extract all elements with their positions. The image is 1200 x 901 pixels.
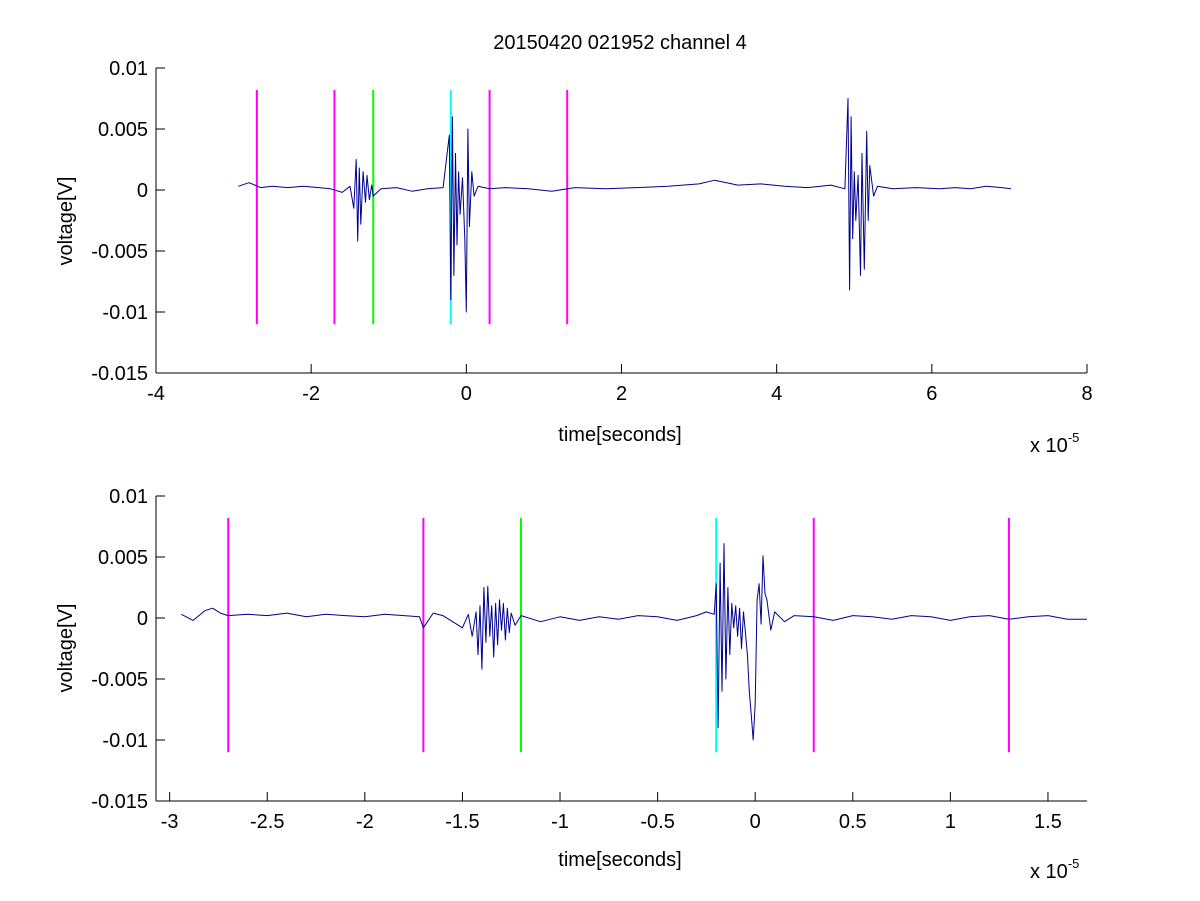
bottom-x-tick-label: -2 (356, 811, 374, 833)
top-y-tick-label: 0.005 (98, 119, 148, 141)
bottom-axis-frame (155, 496, 1087, 802)
top-x-tick-label: 0 (461, 383, 472, 405)
bottom-signal-trace (181, 543, 1087, 741)
top-signal-trace (238, 98, 1012, 313)
top-x-exponent-base: x 10 (1030, 435, 1068, 457)
bottom-x-tick-label: -1 (551, 811, 569, 833)
bottom-x-tick-label: -0.5 (640, 811, 674, 833)
top-x-tick-label: -4 (147, 383, 165, 405)
bottom-x-tick-label: 1.5 (1034, 811, 1062, 833)
bottom-x-exponent-power: -5 (1068, 856, 1080, 871)
top-y-tick-label: -0.01 (102, 302, 148, 324)
top-x-tick-label: 4 (771, 383, 782, 405)
top-x-exponent-power: -5 (1068, 430, 1080, 445)
top-x-tick-label: 2 (616, 383, 627, 405)
top-axis-frame (155, 68, 1087, 374)
top-y-tick-label: 0 (137, 180, 148, 202)
bottom-y-tick-label: -0.015 (91, 791, 148, 813)
bottom-x-tick-label: -2.5 (250, 811, 284, 833)
bottom-x-tick-label: 0.5 (839, 811, 867, 833)
top-y-tick-label: -0.015 (91, 363, 148, 385)
bottom-x-ticks: -3 -2.5 -2 -1.5 -1 -0.5 0 0.5 1 1.5 (161, 792, 1062, 833)
top-x-ticks: -4 -2 0 2 4 6 8 (147, 364, 1093, 405)
top-marker-layer (255, 89, 569, 325)
top-x-axis-label: time[seconds] (558, 424, 681, 446)
top-y-tick-label: 0.01 (109, 58, 148, 80)
bottom-y-tick-label: 0.01 (109, 486, 148, 508)
top-x-tick-label: -2 (302, 383, 320, 405)
bottom-marker-layer (227, 517, 1010, 753)
top-x-exponent-label: x 10-5 (1030, 430, 1079, 457)
bottom-y-tick-label: 0 (137, 608, 148, 630)
bottom-y-axis-label: voltage[V] (55, 604, 77, 693)
bottom-x-exponent-base: x 10 (1030, 861, 1068, 883)
top-y-tick-label: -0.005 (91, 241, 148, 263)
bottom-x-tick-label: -3 (161, 811, 179, 833)
bottom-x-tick-label: -1.5 (445, 811, 479, 833)
bottom-y-ticks: 0.01 0.005 0 -0.005 -0.01 -0.015 (91, 486, 165, 813)
bottom-x-exponent-label: x 10-5 (1030, 856, 1079, 883)
bottom-x-tick-label: 1 (945, 811, 956, 833)
bottom-y-tick-label: -0.005 (91, 669, 148, 691)
top-axes: -4 -2 0 2 4 6 8 0.01 0.005 0 -0.005 -0.01 -0.015 ti… (55, 58, 1093, 457)
bottom-y-tick-label: -0.01 (102, 730, 148, 752)
bottom-axes: -3 -2.5 -2 -1.5 -1 -0.5 0 0.5 1 1.5 0.01 0.005 0 -0.… (55, 486, 1087, 883)
top-y-ticks: 0.01 0.005 0 -0.005 -0.01 -0.015 (91, 58, 165, 385)
figure-title: 20150420 021952 channel 4 (493, 32, 747, 54)
top-x-tick-label: 6 (926, 383, 937, 405)
bottom-y-tick-label: 0.005 (98, 547, 148, 569)
bottom-signal-layer (181, 543, 1087, 741)
top-x-tick-label: 8 (1081, 383, 1092, 405)
top-signal-layer (238, 98, 1012, 313)
bottom-x-tick-label: 0 (750, 811, 761, 833)
top-y-axis-label: voltage[V] (55, 177, 77, 266)
bottom-x-axis-label: time[seconds] (558, 849, 681, 871)
